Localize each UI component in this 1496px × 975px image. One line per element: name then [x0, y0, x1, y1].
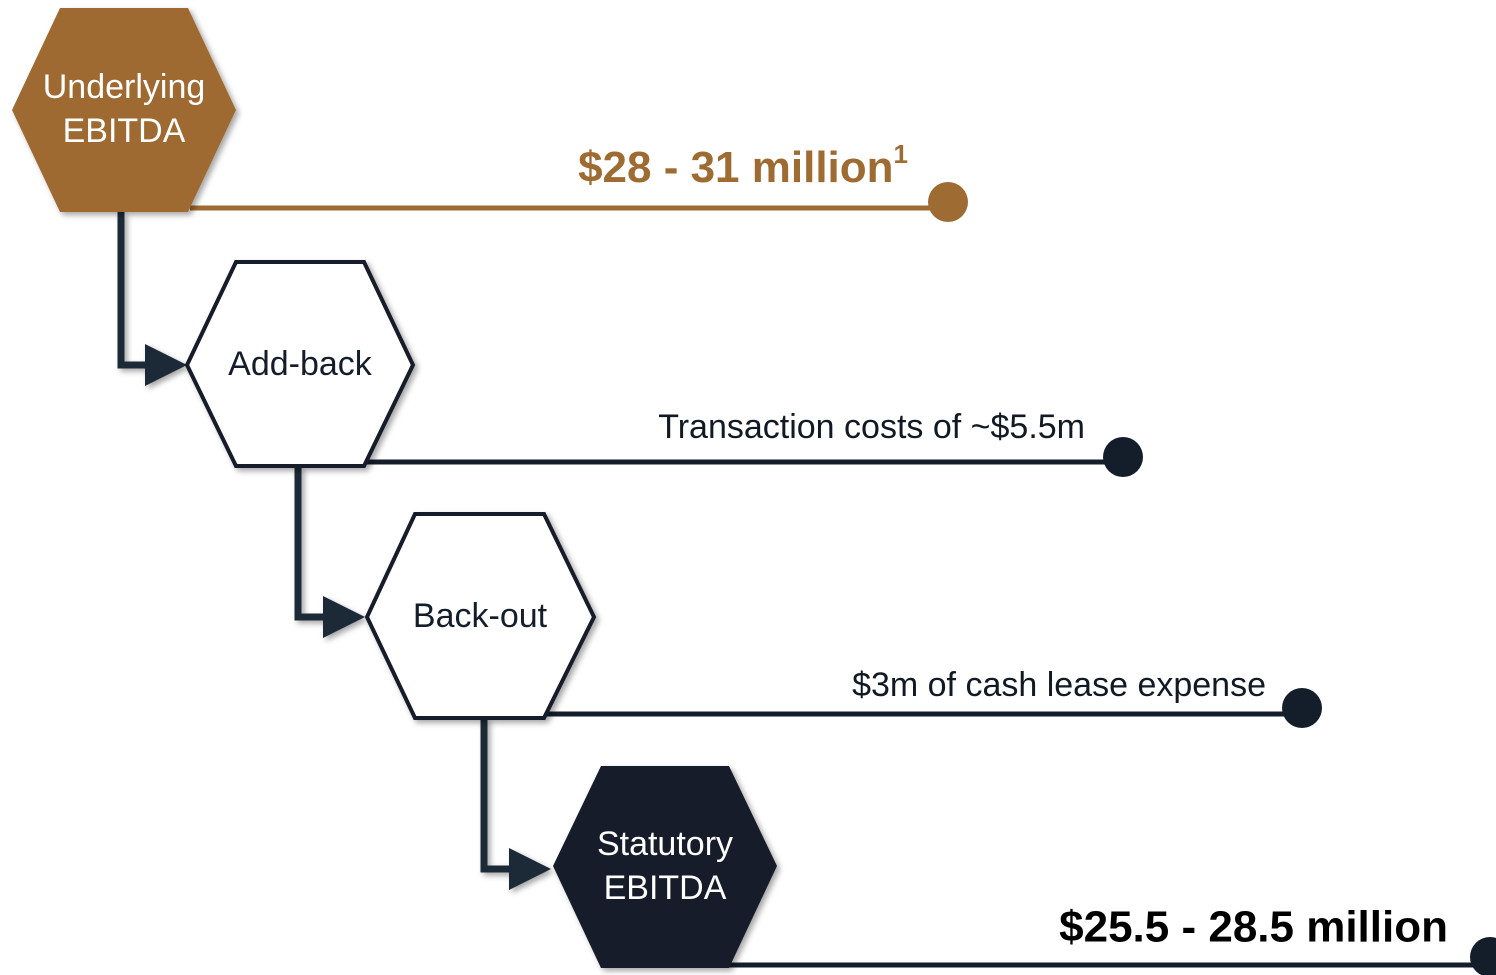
connector — [294, 466, 365, 638]
hexagon — [364, 512, 597, 720]
node-label: EBITDA — [604, 869, 727, 907]
value-main: $28 - 31 million — [578, 143, 893, 192]
node-label: EBITDA — [63, 112, 186, 150]
hexagon — [184, 260, 416, 468]
value-text: $28 - 31 million1 — [578, 139, 908, 192]
node-label: Underlying — [43, 68, 206, 106]
node-label: Statutory — [597, 825, 733, 863]
hexagon — [12, 8, 236, 212]
connector — [480, 718, 551, 890]
end-dot — [1282, 688, 1322, 728]
value-text: $25.5 - 28.5 million — [1059, 903, 1448, 952]
value-text: Transaction costs of ~$5.5m — [658, 408, 1085, 446]
footnote-mark: 1 — [894, 139, 908, 169]
hexagon — [553, 766, 777, 968]
node-label: Add-back — [228, 345, 373, 383]
value-text: $3m of cash lease expense — [852, 666, 1266, 704]
end-dot — [1470, 937, 1496, 975]
node-label: Back-out — [413, 597, 548, 635]
connector — [117, 212, 187, 386]
end-dot — [1103, 437, 1143, 477]
connectors — [117, 212, 551, 890]
end-dot — [928, 182, 968, 222]
